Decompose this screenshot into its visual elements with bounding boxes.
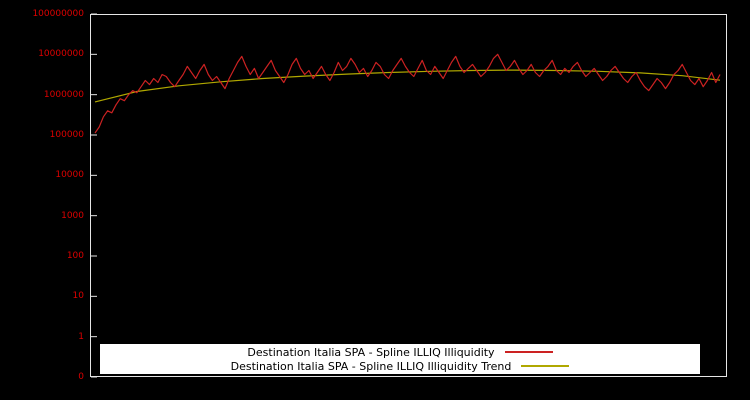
legend-entry-trend: Destination Italia SPA - Spline ILLIQ Il… — [100, 360, 700, 373]
legend-label-trend: Destination Italia SPA - Spline ILLIQ Il… — [230, 359, 512, 373]
legend-line-sample-yellow — [521, 365, 570, 367]
legend-label-illiquidity: Destination Italia SPA - Spline ILLIQ Il… — [247, 345, 495, 359]
y-axis-tick-label: 10 — [72, 291, 84, 302]
plot-area — [90, 14, 727, 377]
y-axis-tick-label: 0 — [78, 372, 84, 382]
y-axis-tick-label: 1000000 — [43, 89, 84, 100]
y-axis-tick-label: 10000 — [55, 170, 84, 181]
legend-line-sample-red — [504, 351, 553, 353]
y-axis-tick-label: 1000 — [61, 210, 84, 221]
y-axis-tick-label: 100000 — [49, 130, 84, 140]
y-axis-tick-label: 1 — [78, 331, 84, 342]
legend-entry-illiquidity: Destination Italia SPA - Spline ILLIQ Il… — [100, 346, 700, 359]
y-axis-tick-label: 100000000 — [32, 9, 84, 19]
legend: Destination Italia SPA - Spline ILLIQ Il… — [100, 344, 700, 374]
y-axis-tick-label: 10000000 — [38, 49, 84, 60]
y-axis-tick-label: 100 — [66, 251, 84, 261]
